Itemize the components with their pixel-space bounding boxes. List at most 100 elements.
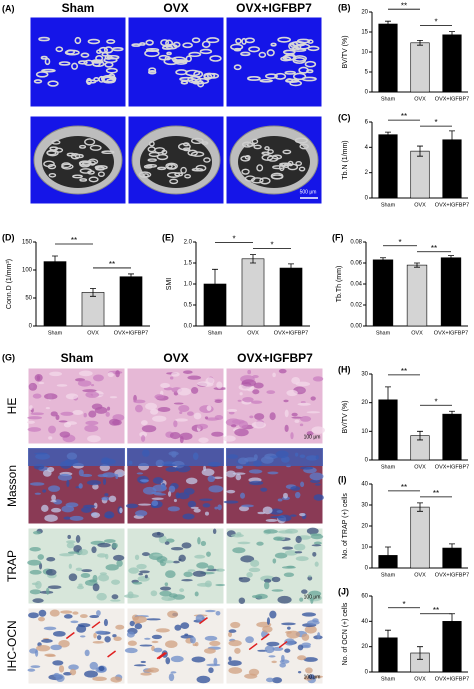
tissue — [155, 628, 170, 633]
tissue — [80, 572, 91, 578]
x-tick-label: Sham — [381, 202, 396, 208]
tissue — [70, 620, 79, 624]
trabecula — [148, 151, 160, 157]
tissue — [171, 372, 180, 377]
tissue — [192, 570, 207, 577]
tissue — [92, 583, 100, 592]
tissue — [310, 596, 314, 604]
tissue — [89, 661, 98, 670]
trabecula — [233, 47, 242, 52]
arrow — [156, 652, 166, 660]
tissue — [135, 510, 148, 517]
y-tick-label: 0.5 — [184, 303, 193, 309]
trabecula — [148, 67, 157, 73]
x-tick-label: Sham — [381, 676, 396, 682]
trabecula — [106, 39, 116, 45]
tissue — [256, 541, 264, 546]
tissue — [89, 615, 100, 619]
bar — [43, 261, 67, 327]
tissue — [283, 399, 289, 403]
trabecula — [79, 144, 87, 149]
trabecula — [274, 72, 287, 80]
error-bar — [250, 254, 256, 264]
tissue — [152, 484, 167, 492]
tissue — [286, 389, 298, 397]
x-tick-label: Sham — [381, 464, 396, 470]
tissue — [306, 431, 314, 436]
trabecula — [284, 70, 296, 75]
error-bar — [90, 288, 96, 297]
trabecula — [74, 36, 82, 45]
y-tick-label: 15 — [361, 30, 368, 36]
tissue — [59, 553, 75, 557]
tissue — [45, 407, 50, 410]
tissue — [154, 394, 165, 400]
tissue — [158, 535, 167, 544]
tissue — [82, 389, 97, 393]
trabecula — [251, 138, 259, 145]
tissue — [50, 411, 58, 417]
tissue — [228, 629, 237, 633]
tissue — [213, 476, 223, 480]
trabecula — [209, 55, 222, 62]
tissue — [78, 370, 93, 377]
trabecula — [86, 77, 92, 86]
tissue — [173, 402, 184, 405]
tissue — [159, 586, 172, 591]
x-tick-label: Sham — [376, 330, 391, 336]
tissue — [179, 588, 185, 593]
tissue — [35, 580, 42, 589]
tissue — [96, 592, 107, 601]
trabecula — [247, 76, 261, 81]
trabecula — [55, 46, 64, 53]
tissue — [310, 396, 316, 401]
tissue — [251, 595, 259, 599]
tissue — [272, 372, 276, 378]
tissue — [93, 632, 97, 639]
x-tick-label: Sham — [381, 96, 396, 102]
tissue — [34, 373, 43, 382]
trabecula — [292, 72, 307, 81]
tissue — [257, 649, 268, 652]
tissue — [159, 590, 172, 597]
trabecula — [244, 175, 256, 182]
tissue — [60, 610, 73, 614]
tissue — [230, 424, 237, 428]
tissue — [244, 673, 258, 679]
tissue — [63, 614, 73, 619]
tissue — [116, 559, 123, 567]
tissue — [309, 472, 324, 481]
tissue — [246, 571, 253, 578]
trabecula — [145, 47, 160, 52]
tissue — [265, 519, 278, 522]
arrow — [158, 652, 167, 660]
tissue — [151, 500, 159, 507]
tissue — [290, 432, 294, 440]
tissue — [68, 573, 78, 582]
trabecula — [158, 54, 170, 61]
y-tick-label: 1.5 — [184, 261, 193, 267]
tissue — [311, 544, 322, 547]
y-tick-label: 2.0 — [184, 240, 193, 246]
tissue — [105, 411, 110, 417]
tissue — [138, 572, 143, 576]
x-tick-label: OVX — [414, 202, 426, 208]
tissue — [182, 513, 195, 520]
tissue — [306, 411, 321, 414]
tissue — [109, 396, 118, 399]
tissue — [139, 431, 148, 438]
trabecula — [88, 176, 99, 183]
tissue — [29, 405, 33, 410]
tissue — [109, 418, 120, 426]
trabecula — [267, 149, 274, 155]
significance-label: * — [402, 600, 405, 609]
y-tick-label: 40 — [361, 619, 368, 625]
tissue — [128, 567, 140, 574]
tissue — [44, 514, 58, 522]
tissue — [241, 504, 254, 508]
column-header: OVX+IGFBP7 — [236, 1, 312, 15]
scale-label: 100 μm — [304, 434, 321, 440]
tissue — [312, 376, 324, 382]
tissue — [41, 639, 53, 643]
tissue — [105, 553, 109, 560]
